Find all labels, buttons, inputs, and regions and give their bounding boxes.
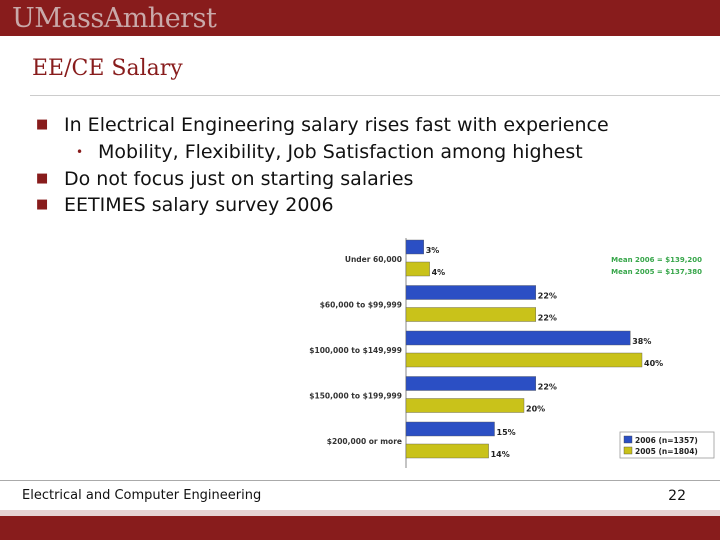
bar-2005 [405,443,489,459]
page-number: 22 [668,488,686,504]
bar-2005 [405,352,643,368]
sub-bullet-text: Mobility, Flexibility, Job Satisfaction … [98,141,583,163]
umass-logo: UMassAmherst [12,3,217,34]
bar-2006 [405,285,537,300]
data-label: 4% [432,268,446,277]
salary-chart-svg: Under 60,000 3% 4% $60,000 to $99,999 22% 22%… [309,238,715,468]
legend-label: 2005 (n=1804) [635,447,698,456]
bar-2006 [405,421,495,437]
title-divider [30,95,720,96]
bullet-item: ■ Do not focus just on starting salaries [36,166,676,192]
bullet-text: In Electrical Engineering salary rises f… [64,114,609,136]
data-label: 22% [538,292,557,301]
salary-chart: Under 60,000 3% 4% $60,000 to $99,999 22% 22%… [302,236,720,472]
data-label: 15% [497,428,516,437]
bar-2006 [405,376,537,391]
bar-2006 [405,330,631,346]
legend-label: 2006 (n=1357) [635,436,698,445]
category-label: $60,000 to $99,999 [320,301,402,310]
data-label: 3% [426,246,440,255]
bullet-text: EETIMES salary survey 2006 [64,194,334,216]
header-bar: UMassAmherst [0,0,720,36]
bar-2005 [405,261,430,277]
bar-2006 [405,239,424,255]
square-bullet-icon: ■ [36,197,49,212]
data-label: 22% [538,314,557,323]
category-label: $150,000 to $199,999 [309,392,402,401]
dot-bullet-icon: • [76,145,84,159]
data-label: 20% [526,405,545,414]
bullet-item: ■ In Electrical Engineering salary rises… [36,112,676,138]
legend-swatch [623,446,633,455]
slide-title: EE/CE Salary [32,56,183,81]
category-label: Under 60,000 [345,255,402,264]
bottom-bar [0,516,720,540]
mean-2005-annotation: Mean 2005 = $137,380 [611,268,702,276]
bullet-item: ■ EETIMES salary survey 2006 [36,192,676,218]
bar-2005 [405,398,525,413]
data-label: 22% [538,383,557,392]
data-label: 38% [632,337,651,346]
category-label: $100,000 to $149,999 [309,346,402,355]
bullet-text: Do not focus just on starting salaries [64,168,414,190]
category-label: $200,000 or more [327,437,402,446]
data-label: 40% [644,359,663,368]
legend-box [619,431,715,459]
footer-stripe [0,510,720,516]
mean-2006-annotation: Mean 2006 = $139,200 [611,256,702,264]
footer-divider [0,480,720,481]
legend-swatch [623,435,633,444]
bullet-list: ■ In Electrical Engineering salary rises… [36,112,676,218]
bar-2005 [405,307,537,322]
square-bullet-icon: ■ [36,117,49,132]
data-label: 14% [491,450,510,459]
square-bullet-icon: ■ [36,171,49,186]
sub-bullet-item: • Mobility, Flexibility, Job Satisfactio… [36,138,676,166]
footer-text: Electrical and Computer Engineering [22,488,262,503]
